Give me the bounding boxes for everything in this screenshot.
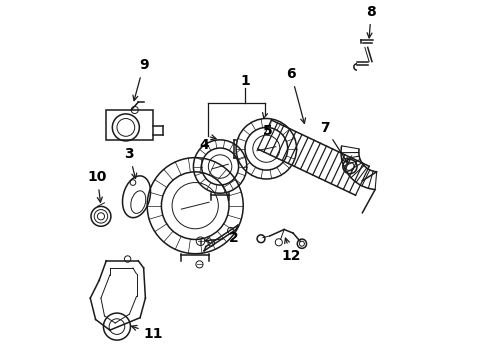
Text: 5: 5 [263,124,273,138]
Text: 6: 6 [287,67,305,123]
Text: 12: 12 [281,238,301,262]
Text: 10: 10 [88,170,107,202]
Text: 3: 3 [124,147,137,179]
Text: 7: 7 [320,121,348,163]
Text: 4: 4 [199,138,209,152]
Text: 9: 9 [133,58,148,100]
Text: 11: 11 [132,325,163,341]
Text: 2: 2 [205,231,239,245]
Text: 1: 1 [240,74,250,88]
Text: 8: 8 [367,5,376,38]
